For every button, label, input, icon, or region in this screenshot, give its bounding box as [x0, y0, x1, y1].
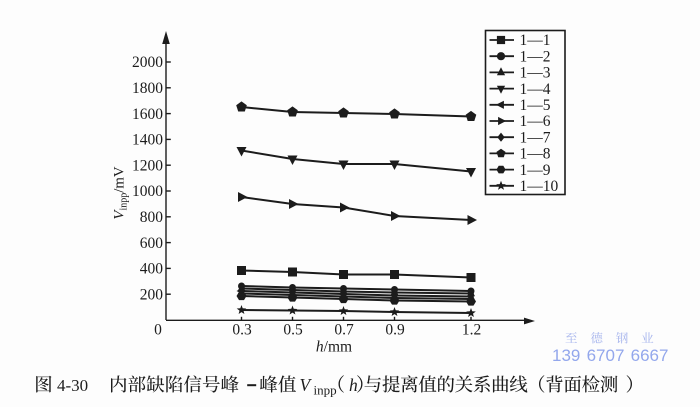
svg-text:200: 200: [140, 286, 164, 303]
svg-text:0.3: 0.3: [232, 322, 252, 339]
svg-text:2000: 2000: [132, 54, 163, 71]
svg-text:1000: 1000: [132, 183, 163, 200]
svg-text:h: h: [349, 375, 358, 395]
svg-text:400: 400: [140, 261, 164, 278]
svg-text:1—4: 1—4: [520, 81, 551, 98]
svg-text:V: V: [300, 375, 313, 395]
svg-text:1—1: 1—1: [520, 32, 551, 49]
svg-text:4-30: 4-30: [57, 376, 88, 395]
svg-text:1—10: 1—10: [520, 178, 559, 195]
svg-text:1200: 1200: [132, 157, 163, 174]
svg-text:1—5: 1—5: [520, 97, 551, 114]
svg-text:0.9: 0.9: [385, 322, 405, 339]
svg-text:1.2: 1.2: [462, 322, 481, 339]
svg-text:1600: 1600: [132, 106, 163, 123]
svg-text:h/mm: h/mm: [316, 339, 352, 356]
svg-text:1—2: 1—2: [520, 48, 551, 65]
svg-text:1—9: 1—9: [520, 162, 551, 179]
svg-text:0.7: 0.7: [334, 322, 354, 339]
svg-text:1—7: 1—7: [520, 129, 551, 146]
svg-text:1800: 1800: [132, 80, 163, 97]
svg-text:139 6707 6667: 139 6707 6667: [552, 346, 668, 365]
svg-text:600: 600: [140, 235, 164, 252]
svg-text:800: 800: [140, 209, 164, 226]
svg-text:1400: 1400: [132, 132, 163, 149]
svg-text:0.5: 0.5: [283, 322, 303, 339]
svg-text:1—8: 1—8: [520, 146, 551, 163]
svg-text:1—3: 1—3: [520, 65, 551, 82]
svg-text:1—6: 1—6: [520, 113, 551, 130]
svg-text:0: 0: [154, 322, 162, 339]
svg-text:inpp: inpp: [314, 383, 337, 398]
svg-text:Vinpp/mV: Vinpp/mV: [112, 166, 130, 219]
